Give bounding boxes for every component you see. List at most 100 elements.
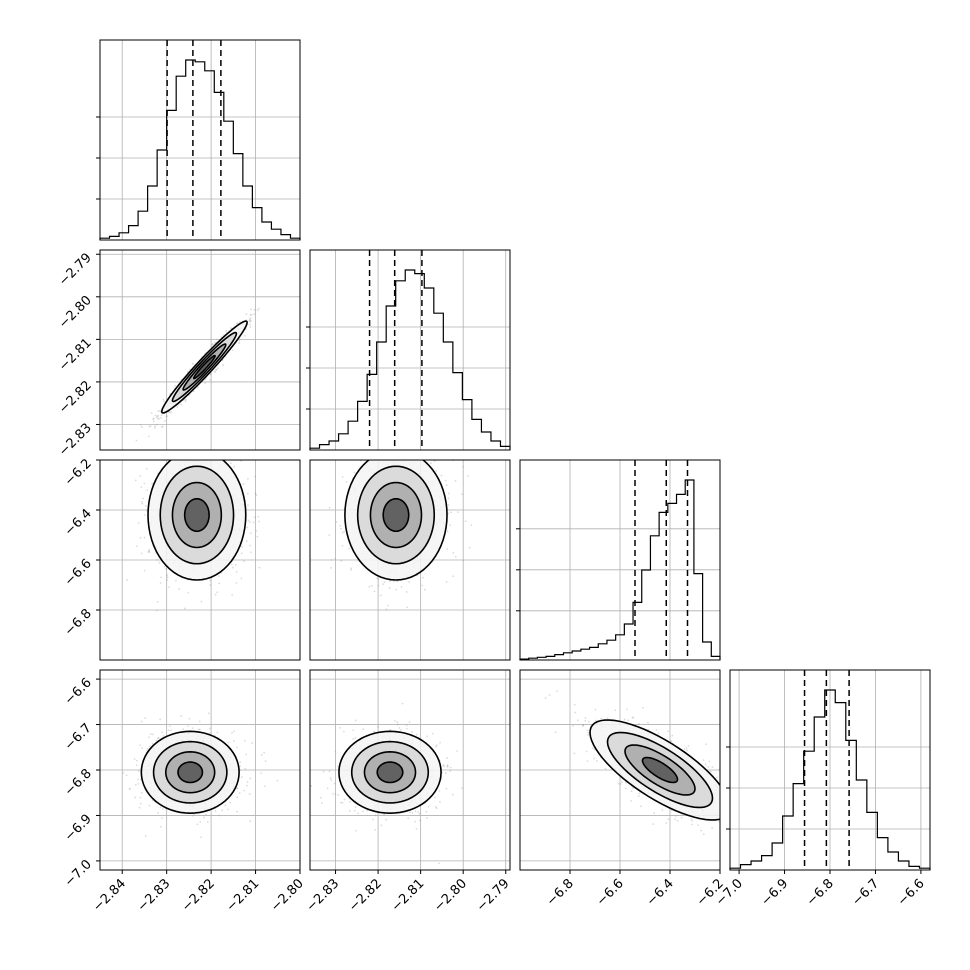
pair-3-point bbox=[191, 814, 194, 817]
pair-5-point bbox=[737, 818, 739, 820]
pair-5-point bbox=[792, 831, 794, 833]
pair-1-point bbox=[135, 545, 138, 548]
pair-3-point bbox=[200, 836, 202, 839]
pair-0-point bbox=[250, 313, 253, 316]
pair-0-point bbox=[249, 317, 252, 320]
pair-1-point bbox=[143, 482, 146, 485]
pair-2-point bbox=[404, 451, 406, 453]
pair-2-contour-3 bbox=[382, 497, 410, 533]
pair-1-point bbox=[140, 501, 143, 503]
pair-4-point bbox=[442, 764, 445, 767]
pair-2-point bbox=[390, 454, 392, 456]
pair-3-point bbox=[209, 732, 212, 734]
pair-0-point bbox=[150, 412, 153, 415]
pair-0-point bbox=[216, 367, 219, 370]
pair-1-point bbox=[200, 444, 202, 446]
pair-0-point bbox=[162, 398, 165, 401]
pair-2-point bbox=[369, 456, 371, 458]
pair-5-point bbox=[587, 731, 590, 734]
pair-0-fill-3 bbox=[193, 355, 216, 379]
pair-3-point bbox=[236, 746, 238, 749]
pair-4-point bbox=[443, 765, 445, 768]
pair-4-point bbox=[338, 727, 341, 729]
pair-5-point bbox=[637, 723, 640, 725]
pair-5-point bbox=[573, 703, 576, 706]
pair-4-point bbox=[418, 819, 421, 822]
pair-1-contour-1 bbox=[159, 465, 235, 565]
pair-0-point bbox=[215, 368, 218, 371]
pair-4-point bbox=[374, 814, 377, 817]
pair-2-contour-2 bbox=[369, 481, 423, 549]
pair-1-point bbox=[168, 586, 170, 589]
pair-2-point bbox=[393, 580, 395, 583]
pair-1-point bbox=[230, 563, 233, 566]
pair-5-point bbox=[544, 697, 547, 700]
pair-0-point bbox=[165, 415, 168, 417]
pair-2-point bbox=[339, 524, 342, 527]
pair-2-point bbox=[450, 511, 453, 514]
pair-4-point bbox=[446, 765, 449, 768]
pair-2-point bbox=[414, 454, 416, 456]
pair-0-point bbox=[238, 342, 241, 345]
pair-1-point bbox=[143, 569, 146, 572]
pair-1-point bbox=[173, 454, 175, 456]
hist-1-step bbox=[309, 269, 511, 450]
pair-4-point bbox=[396, 723, 399, 726]
pair-0-contour-0 bbox=[161, 320, 248, 414]
pair-2-point bbox=[462, 559, 465, 562]
pair-2-point bbox=[385, 608, 388, 611]
pair-0-point bbox=[161, 425, 164, 428]
pair-3-point bbox=[260, 753, 263, 756]
pair-4-point bbox=[405, 724, 408, 726]
pair-5-point bbox=[736, 803, 738, 805]
pair-0-point bbox=[196, 386, 199, 389]
pair-4-point bbox=[374, 829, 377, 831]
pair-2-point bbox=[421, 584, 424, 587]
pair-1-point bbox=[217, 575, 220, 577]
pair-5-point bbox=[637, 795, 640, 798]
pair-2-point bbox=[421, 576, 424, 579]
pair-2-point bbox=[405, 591, 408, 593]
pair-2-point bbox=[376, 576, 379, 579]
pair-4-point bbox=[352, 729, 355, 732]
pair-1-point bbox=[156, 600, 159, 603]
pair-0-point bbox=[253, 313, 256, 316]
pair-0-point bbox=[210, 373, 212, 375]
pair-3-point bbox=[243, 739, 246, 742]
pair-0-point bbox=[156, 417, 159, 420]
pair-4-point bbox=[439, 801, 441, 803]
pair-2-point bbox=[400, 585, 403, 588]
pair-5-point bbox=[711, 766, 714, 769]
pair-2-point bbox=[341, 544, 344, 547]
pair-4-point bbox=[342, 730, 345, 733]
pair-2-point bbox=[461, 493, 463, 496]
pair-4-point bbox=[449, 766, 452, 769]
pair-4-point bbox=[461, 787, 463, 790]
pair-2-point bbox=[383, 581, 386, 584]
pair-2-point bbox=[379, 594, 382, 597]
pair-4-point bbox=[389, 729, 392, 731]
pair-2-point bbox=[446, 547, 449, 550]
pair-2-point bbox=[440, 474, 443, 477]
pair-3-point bbox=[133, 758, 136, 760]
pair-3-point bbox=[151, 733, 154, 736]
pair-2-point bbox=[373, 590, 376, 593]
pair-1-point bbox=[175, 451, 177, 453]
pair-4-point bbox=[352, 738, 355, 740]
pair-5-point bbox=[626, 708, 628, 711]
pair-4-contour-2 bbox=[363, 751, 417, 794]
pair-3-point bbox=[263, 751, 266, 754]
pair-2-point bbox=[467, 475, 470, 477]
pair-1-point bbox=[151, 482, 153, 485]
pair-0-point bbox=[215, 368, 217, 371]
pair-0-point bbox=[157, 417, 160, 420]
pair-1-point bbox=[142, 497, 145, 500]
pair-1-point bbox=[148, 548, 151, 551]
pair-0-point bbox=[253, 308, 256, 311]
pair-3-point bbox=[198, 728, 201, 731]
pair-1-point bbox=[234, 564, 237, 566]
pair-3-point bbox=[203, 816, 206, 819]
pair-2-contour-1 bbox=[356, 465, 436, 565]
pair-3-point bbox=[207, 712, 210, 715]
pair-4-point bbox=[394, 720, 396, 722]
